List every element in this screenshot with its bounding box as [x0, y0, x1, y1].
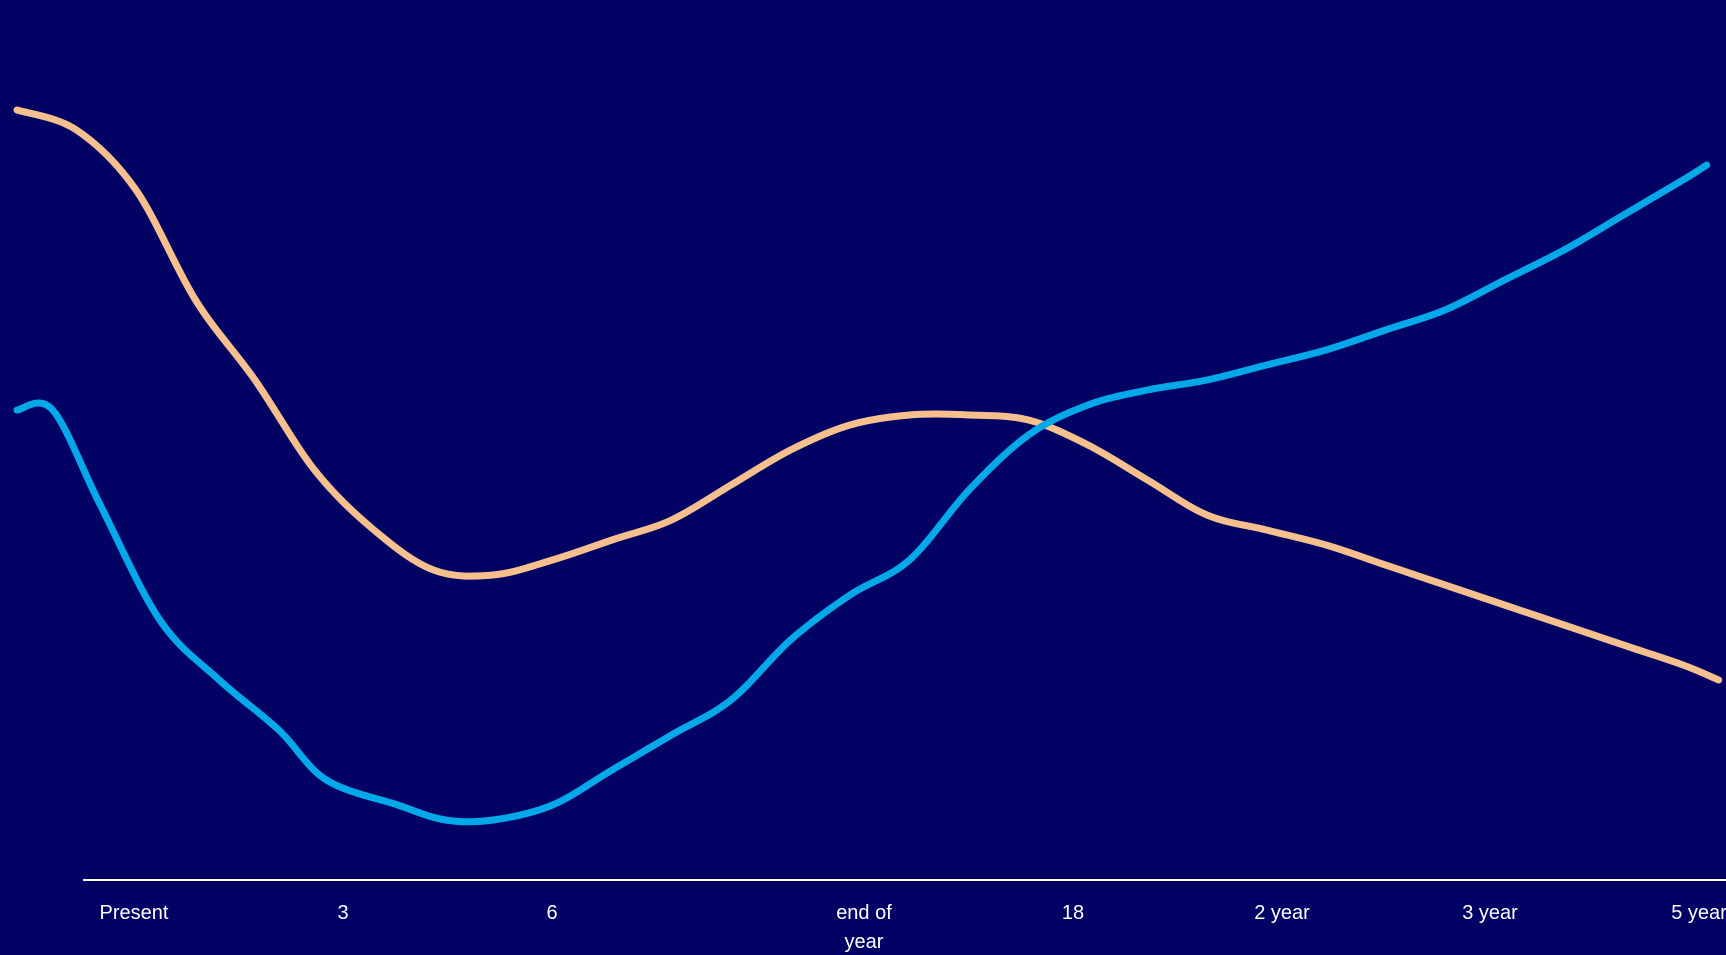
series-line-1	[13, 106, 1723, 684]
x-tick-label: Present	[100, 902, 169, 924]
x-tick-label: 2 year	[1254, 902, 1310, 924]
x-tick-label: 5 year	[1671, 902, 1726, 924]
x-tick-labels: Present 3 6 end of year 18 2 year 3 year 5 year	[100, 902, 1726, 953]
series-line-2	[13, 161, 1711, 826]
x-tick-label: 18	[1062, 902, 1084, 924]
series-layer	[13, 106, 1723, 826]
x-tick-label: end of year	[836, 902, 892, 953]
x-tick-label-line: 3 year	[1462, 902, 1518, 924]
x-tick-label-line: 3	[337, 902, 348, 924]
x-tick-label: 3 year	[1462, 902, 1518, 924]
x-tick-label: 6	[546, 902, 557, 924]
x-tick-label-line: 2 year	[1254, 902, 1310, 924]
x-tick-label-line: Present	[100, 902, 169, 924]
x-tick-label-line: 6	[546, 902, 557, 924]
x-tick-label: 3	[337, 902, 348, 924]
x-tick-label-line: 18	[1062, 902, 1084, 924]
x-tick-label-line: year	[845, 931, 884, 953]
x-tick-label-line: 5 year	[1671, 902, 1726, 924]
x-tick-label-line: end of	[836, 902, 892, 924]
